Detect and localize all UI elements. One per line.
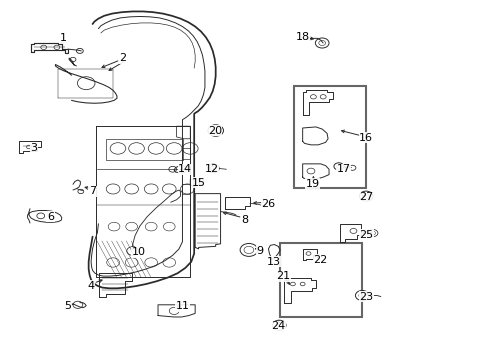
Text: 14: 14 xyxy=(178,164,193,174)
Text: 15: 15 xyxy=(192,178,206,188)
Text: 25: 25 xyxy=(359,230,373,239)
Text: 23: 23 xyxy=(359,292,373,302)
Text: 26: 26 xyxy=(261,199,275,210)
Bar xyxy=(106,139,183,160)
Bar xyxy=(280,243,362,317)
Text: 27: 27 xyxy=(359,192,373,202)
Text: 11: 11 xyxy=(175,301,190,311)
Text: 1: 1 xyxy=(60,33,67,43)
Text: 24: 24 xyxy=(271,321,285,331)
Text: 13: 13 xyxy=(267,257,280,267)
Text: 19: 19 xyxy=(305,179,319,189)
Text: 10: 10 xyxy=(131,247,146,257)
Text: 12: 12 xyxy=(205,164,219,174)
Text: 6: 6 xyxy=(47,212,54,221)
Text: 17: 17 xyxy=(337,164,351,174)
Text: 22: 22 xyxy=(314,255,328,265)
Text: 7: 7 xyxy=(89,186,96,197)
Text: 4: 4 xyxy=(88,281,95,291)
Text: 18: 18 xyxy=(295,32,310,42)
Text: 21: 21 xyxy=(276,271,290,281)
Text: 5: 5 xyxy=(65,301,72,311)
Text: 3: 3 xyxy=(30,143,37,153)
Text: 8: 8 xyxy=(242,215,248,225)
Text: 2: 2 xyxy=(119,53,126,63)
Bar xyxy=(294,86,366,188)
Text: 20: 20 xyxy=(208,126,222,135)
Text: 16: 16 xyxy=(359,133,373,143)
Text: 9: 9 xyxy=(256,246,263,256)
